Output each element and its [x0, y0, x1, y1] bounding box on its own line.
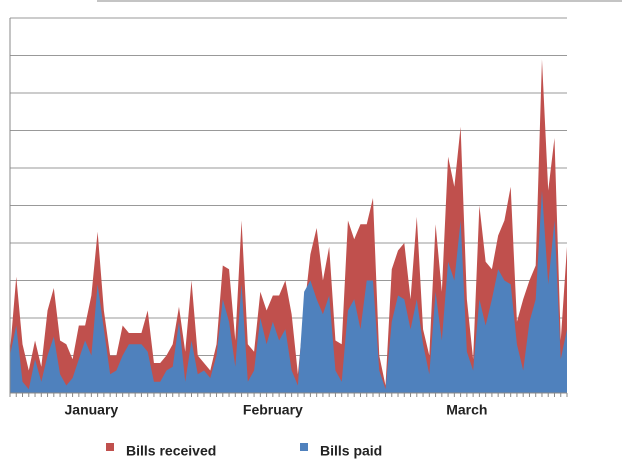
area: [10, 190, 567, 393]
x-tick-label: February: [243, 402, 303, 418]
legend-swatch: [106, 443, 114, 451]
legend-swatch: [300, 443, 308, 451]
legend-label: Bills paid: [320, 443, 382, 459]
legend-label: Bills received: [126, 443, 216, 459]
x-tick-label: March: [446, 402, 487, 418]
x-tick-label: January: [65, 402, 119, 418]
